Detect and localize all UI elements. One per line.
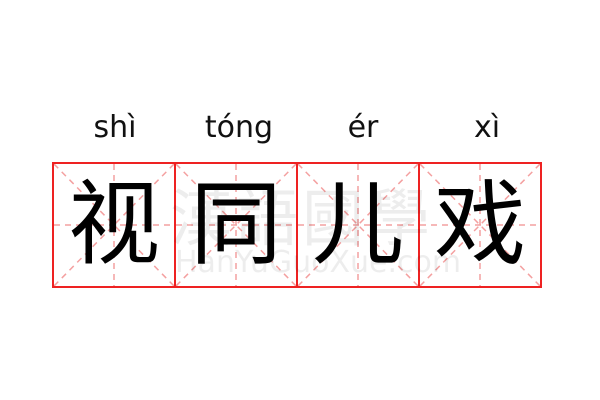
guide-lines	[298, 164, 418, 286]
character-cell: 同	[174, 162, 298, 288]
guide-lines	[54, 164, 174, 286]
character: 同	[189, 171, 282, 278]
guide-lines	[420, 164, 540, 286]
pinyin-1: shì	[93, 110, 137, 145]
character-cell: 戏	[418, 162, 542, 288]
character: 视	[67, 171, 160, 278]
character-cell: 视	[52, 162, 176, 288]
character: 儿	[311, 171, 404, 278]
character-cell: 儿	[296, 162, 420, 288]
pinyin-2: tóng	[204, 110, 274, 145]
watermark-logo: 漢語國學	[170, 182, 435, 255]
pinyin-4: xì	[473, 110, 501, 145]
character: 戏	[433, 171, 526, 278]
pinyin-3: ér	[347, 110, 379, 145]
character-grid: 视 同 儿 戏	[52, 162, 549, 288]
guide-lines	[176, 164, 296, 286]
watermark-site: HanYuGuoXue.com	[175, 245, 462, 280]
